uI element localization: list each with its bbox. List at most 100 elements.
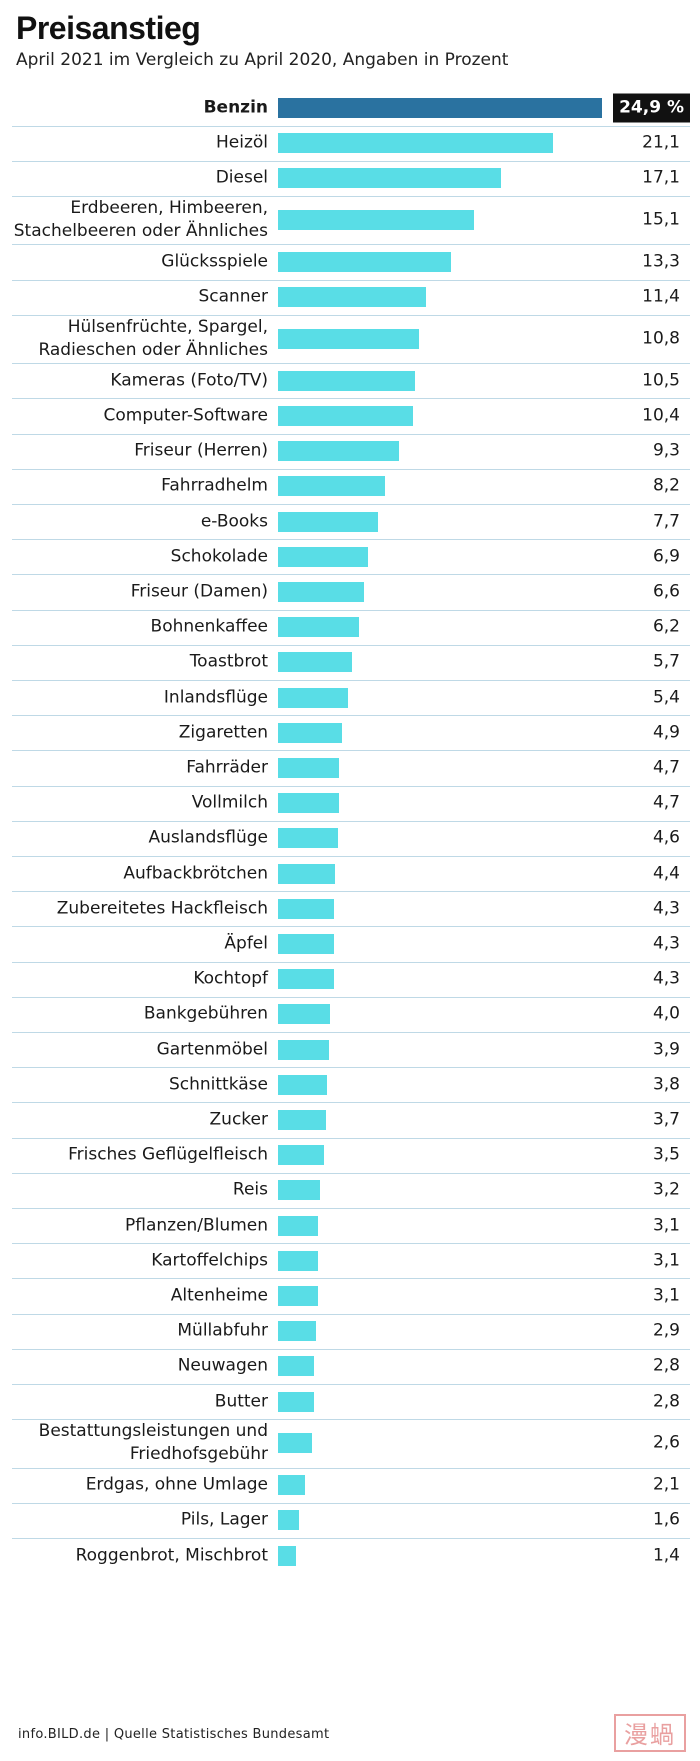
bar	[278, 828, 338, 849]
category-label: Zigaretten	[178, 722, 268, 743]
row-separator	[12, 363, 690, 365]
row-separator	[12, 244, 690, 246]
row-separator	[12, 1278, 690, 1280]
bar	[278, 441, 399, 462]
category-label: Fahrradhelm	[161, 475, 268, 496]
category-label: e-Books	[200, 511, 268, 532]
row-separator	[12, 504, 690, 505]
category-label: Benzin	[203, 97, 268, 118]
bar	[278, 758, 340, 778]
bar	[278, 1074, 328, 1095]
category-label: Bankgebühren	[143, 1003, 268, 1024]
value-label: 3,5	[652, 1144, 680, 1165]
value-label: 4,3	[652, 933, 680, 954]
category-label: Inlandsflüge	[163, 687, 268, 708]
value-label: 4,7	[652, 792, 680, 813]
row-separator	[12, 1419, 690, 1421]
row-separator	[12, 279, 690, 281]
row-separator	[12, 314, 690, 316]
row-separator	[12, 750, 690, 752]
value-label: 3,1	[652, 1285, 680, 1306]
value-label: 3,1	[652, 1250, 680, 1271]
value-label: 10,5	[642, 370, 680, 391]
bar	[278, 969, 334, 990]
category-label: Neuwagen	[177, 1355, 268, 1376]
category-label: Kochtopf	[193, 968, 268, 989]
row-separator	[12, 196, 690, 197]
bar	[278, 1545, 297, 1566]
bar	[278, 934, 334, 954]
row-separator	[12, 398, 690, 400]
row-separator	[12, 433, 690, 435]
category-label: Scanner	[198, 286, 268, 307]
value-label: 4,3	[652, 968, 680, 989]
row-separator	[12, 891, 690, 893]
bar	[278, 476, 385, 497]
row-separator	[12, 125, 690, 127]
row-separator	[12, 1208, 690, 1209]
value-label: 5,7	[652, 651, 680, 672]
bar	[278, 687, 349, 708]
bar	[278, 898, 334, 919]
category-label: Schnittkäse	[168, 1074, 268, 1095]
row-separator	[12, 1502, 690, 1504]
category-label: Bestattungsleistungen und Friedhofsgebühr	[38, 1421, 268, 1465]
source-note: info.BILD.de | Quelle Statistisches Bund…	[18, 1727, 330, 1742]
bar	[278, 1356, 315, 1377]
category-label: Pils, Lager	[180, 1509, 268, 1530]
row-separator	[12, 1137, 690, 1139]
bar	[278, 329, 419, 349]
category-label: Computer-Software	[103, 405, 269, 426]
bar	[278, 98, 602, 118]
category-label: Diesel	[215, 167, 268, 188]
bar	[278, 370, 415, 391]
value-label: 24,9 %	[613, 93, 690, 123]
value-label: 9,3	[652, 440, 680, 461]
bar	[278, 617, 359, 638]
chart-subtitle: April 2021 im Vergleich zu April 2020, A…	[16, 50, 509, 70]
watermark-stamp: 漫蝸	[614, 1714, 686, 1752]
bar	[278, 1215, 319, 1236]
row-separator	[12, 539, 690, 541]
category-label: Altenheime	[170, 1285, 268, 1306]
category-label: Butter	[214, 1391, 268, 1412]
value-label: 3,1	[652, 1215, 680, 1236]
bar	[278, 1004, 331, 1025]
bar	[278, 863, 336, 884]
category-label: Pflanzen/Blumen	[125, 1215, 268, 1236]
category-label: Roggenbrot, Mischbrot	[75, 1545, 268, 1566]
bar	[278, 511, 379, 532]
bar	[278, 793, 340, 814]
value-label: 3,7	[652, 1109, 680, 1130]
category-label: Aufbackbrötchen	[123, 863, 268, 884]
row-separator	[12, 468, 690, 470]
value-label: 15,1	[642, 209, 680, 230]
bar	[278, 1250, 319, 1271]
chart-title: Preisanstieg	[16, 10, 201, 46]
value-label: 13,3	[642, 251, 680, 272]
category-label: Toastbrot	[189, 651, 268, 672]
bar	[278, 133, 553, 154]
row-separator	[12, 926, 690, 928]
value-label: 2,8	[652, 1355, 680, 1376]
category-label: Friseur (Damen)	[130, 581, 268, 602]
row-separator	[12, 160, 690, 162]
value-label: 10,4	[642, 405, 680, 426]
row-separator	[12, 996, 690, 998]
category-label: Glücksspiele	[161, 251, 268, 272]
bar	[278, 1391, 315, 1412]
bar	[278, 652, 353, 673]
row-separator	[12, 715, 690, 717]
category-label: Müllabfuhr	[177, 1320, 268, 1341]
bar	[278, 252, 452, 272]
row-separator	[12, 1102, 690, 1104]
category-label: Kameras (Foto/TV)	[110, 370, 268, 391]
value-label: 4,9	[652, 722, 680, 743]
value-label: 17,1	[642, 167, 680, 188]
value-label: 3,8	[652, 1074, 680, 1095]
row-separator	[12, 785, 690, 787]
value-label: 1,4	[652, 1545, 680, 1566]
category-label: Erdgas, ohne Umlage	[85, 1474, 268, 1495]
bar	[278, 1321, 316, 1342]
